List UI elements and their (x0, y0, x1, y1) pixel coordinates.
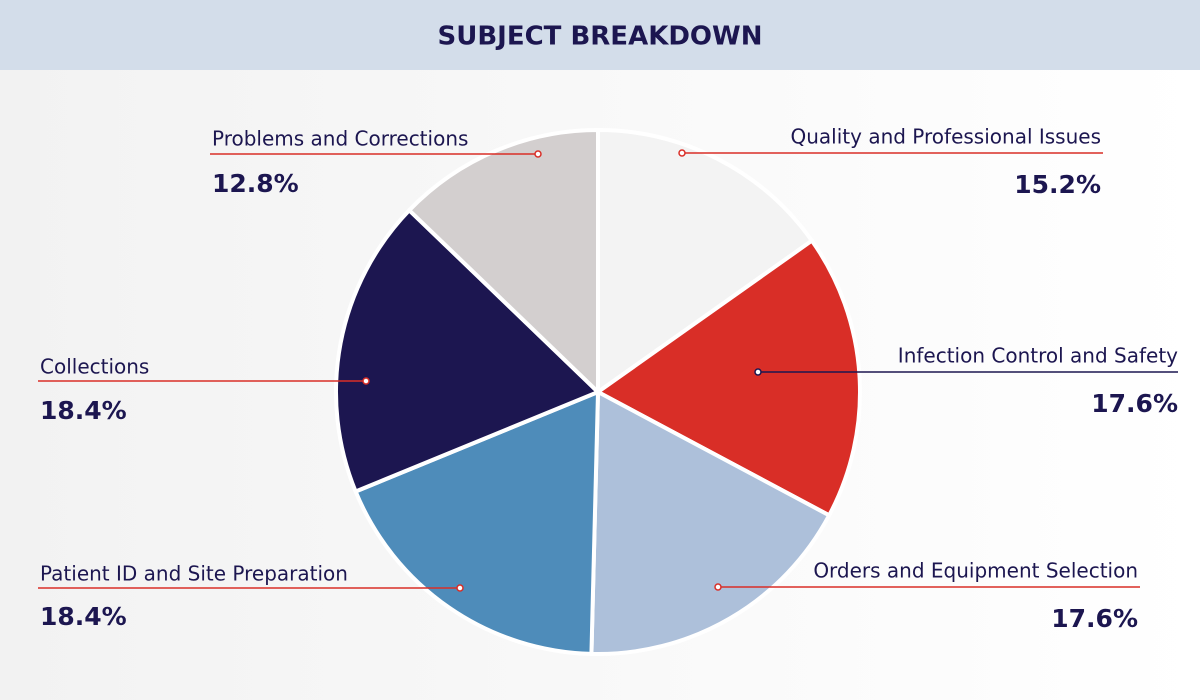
chart-title: SUBJECT BREAKDOWN (438, 22, 763, 52)
slice-value: 17.6% (1051, 604, 1138, 633)
slice-name: Quality and Professional Issues (791, 125, 1102, 149)
slice-value: 18.4% (40, 602, 127, 631)
leader-dot (362, 377, 370, 385)
slice-value: 12.8% (212, 169, 299, 198)
slice-name: Collections (40, 355, 149, 379)
slice-value: 17.6% (1091, 389, 1178, 418)
pie-slice (596, 127, 815, 396)
slice-name: Orders and Equipment Selection (813, 559, 1138, 583)
pie-slice (589, 388, 832, 656)
leader-dot (678, 149, 686, 157)
slice-name: Infection Control and Safety (898, 344, 1178, 368)
pie-slice (353, 388, 601, 656)
header-band (0, 0, 1200, 70)
pie-slice (594, 237, 862, 519)
slice-name: Problems and Corrections (212, 127, 468, 151)
slice-name: Patient ID and Site Preparation (40, 562, 348, 586)
slice-value: 18.4% (40, 396, 127, 425)
leader-dot (714, 583, 722, 591)
leader-dot (456, 584, 464, 592)
pie-slice (334, 207, 602, 495)
slice-value: 15.2% (1014, 170, 1101, 199)
leader-dot (754, 368, 762, 376)
leader-dot (534, 150, 542, 158)
pie-slice (406, 127, 600, 397)
